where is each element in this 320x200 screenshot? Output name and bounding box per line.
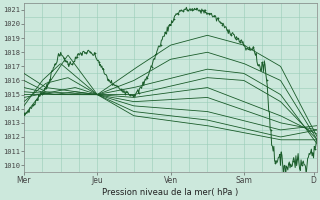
X-axis label: Pression niveau de la mer( hPa ): Pression niveau de la mer( hPa ) [102,188,239,197]
